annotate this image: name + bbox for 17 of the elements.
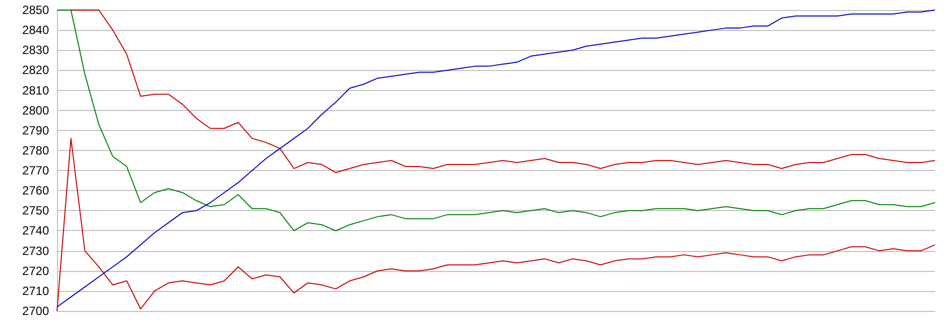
y-tick-label: 2840 [22, 23, 50, 38]
y-tick-label: 2740 [22, 224, 50, 238]
line-series [56, 10, 936, 308]
y-tick-label: 2850 [22, 3, 50, 17]
y-tick-label: 2820 [22, 63, 50, 78]
y-tick-label: 2750 [22, 204, 50, 218]
y-tick-label: 2770 [22, 164, 50, 178]
y-tick-label: 2780 [22, 143, 50, 158]
y-tick-label: 2710 [22, 284, 50, 298]
y-tick-label: 2790 [22, 123, 50, 138]
y-tick-label: 2720 [22, 264, 50, 278]
y-tick-label: 2700 [22, 304, 50, 318]
y-tick-label: 2800 [22, 103, 50, 118]
y-tick-label: 2810 [22, 83, 50, 98]
y-tick-label: 2730 [22, 244, 50, 258]
y-tick-label: 2830 [22, 43, 50, 58]
y-tick-label: 2760 [22, 184, 50, 198]
